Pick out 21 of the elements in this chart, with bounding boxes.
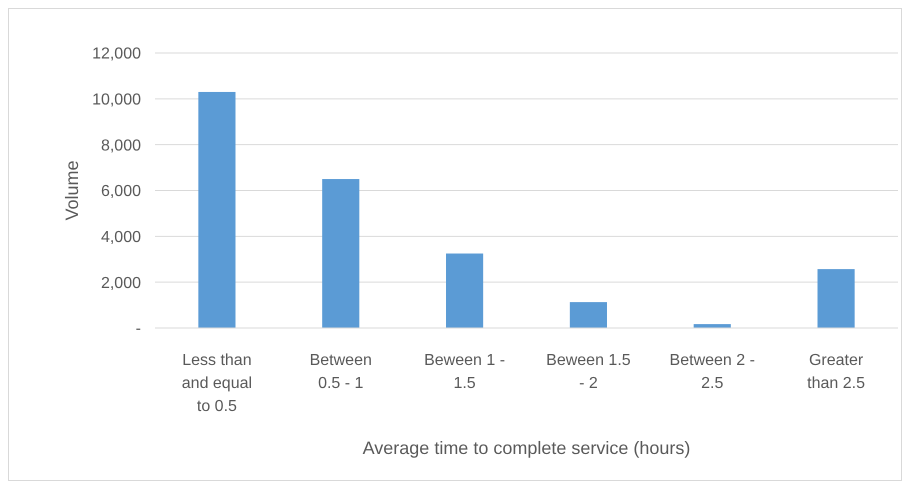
- y-axis-title: Volume: [62, 160, 82, 221]
- bar: [818, 269, 855, 328]
- x-tick-label: Between 2 - 2.5: [670, 352, 755, 392]
- x-tick-label: Beween 1.5 - 2: [546, 352, 631, 392]
- bar: [198, 92, 236, 328]
- x-tick-label: Less than and equal to 0.5: [182, 352, 252, 415]
- y-tick-label: 8,000: [100, 137, 142, 154]
- x-tick-label: Between 0.5 - 1: [310, 352, 372, 392]
- x-tick-label: Beween 1 - 1.5: [424, 352, 506, 392]
- y-tick-label: 6,000: [100, 183, 142, 200]
- y-tick-label: 10,000: [92, 91, 142, 108]
- y-tick-label: 2,000: [100, 274, 142, 292]
- bar: [570, 302, 607, 328]
- bar: [322, 179, 360, 328]
- x-axis-title: Average time to complete service (hours): [362, 438, 690, 458]
- y-tick-label: 4,000: [100, 228, 142, 246]
- y-tick-label: 12,000: [92, 46, 142, 63]
- bar: [694, 324, 731, 328]
- y-tick-label: -: [136, 320, 141, 338]
- bar: [446, 254, 484, 328]
- x-tick-label: Greater than 2.5: [807, 352, 866, 392]
